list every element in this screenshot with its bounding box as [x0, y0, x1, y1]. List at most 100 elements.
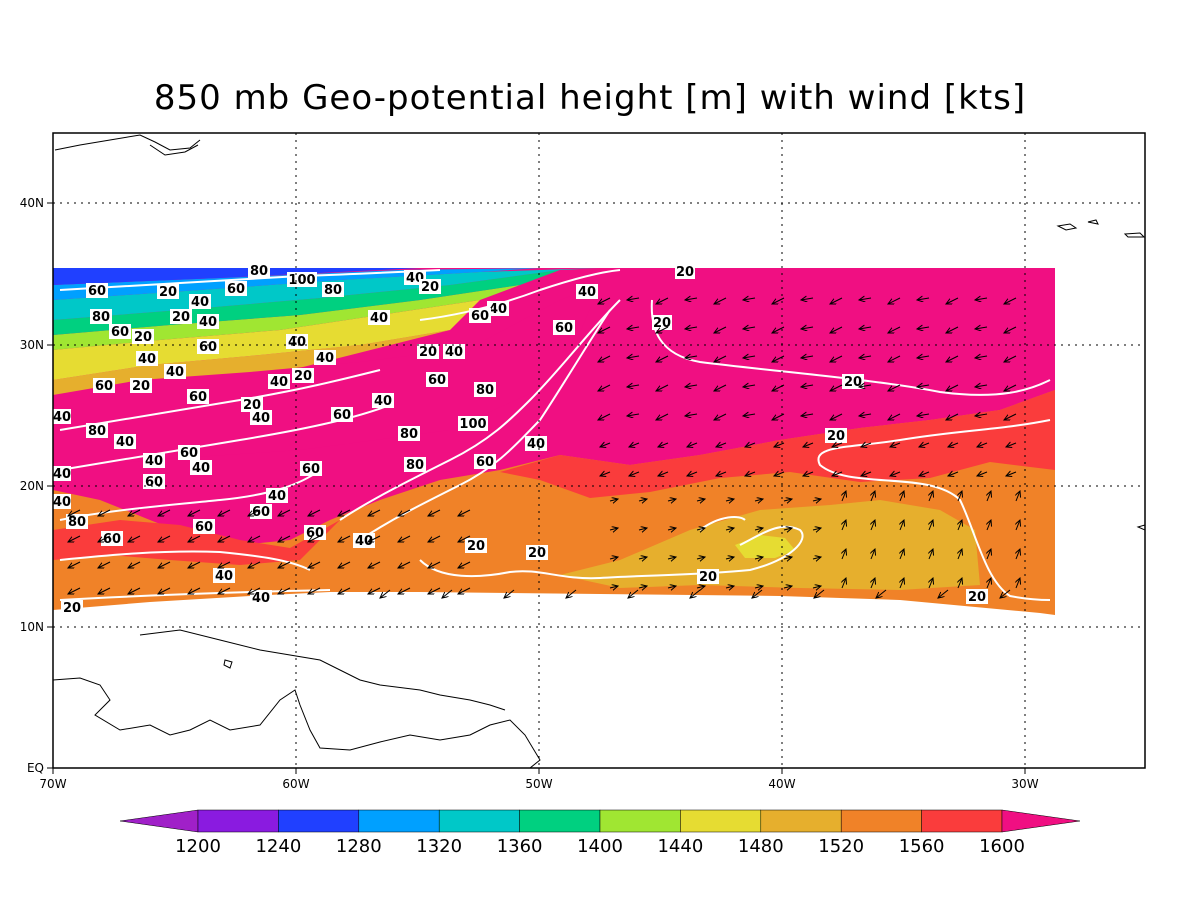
wind-arrow — [987, 491, 991, 502]
wind-arrow — [158, 561, 171, 568]
svg-text:40: 40 — [199, 315, 217, 330]
contour-label: 20 — [825, 428, 847, 444]
svg-text:40: 40 — [166, 365, 184, 380]
contour-label: 60 — [109, 324, 131, 340]
svg-text:20: 20 — [676, 265, 694, 280]
wind-arrow — [188, 561, 201, 568]
wind-arrow — [308, 587, 321, 594]
wind-arrow — [128, 561, 141, 568]
svg-text:80: 80 — [406, 458, 424, 473]
wind-arrow — [812, 528, 821, 530]
wind-arrow — [685, 414, 698, 416]
wind-arrow — [696, 528, 705, 530]
wind-arrow — [368, 509, 381, 516]
wind-arrow — [975, 414, 988, 416]
wind-arrow — [801, 414, 814, 416]
wind-arrow — [627, 298, 640, 300]
wind-arrow — [975, 385, 988, 387]
svg-text:40: 40 — [270, 375, 288, 390]
wind-arrow — [458, 535, 471, 542]
wind-arrow — [842, 520, 846, 531]
colorbar-label: 1440 — [657, 836, 703, 857]
svg-text:60: 60 — [302, 462, 320, 477]
colorbar: 1200 1240 1280 1320 1360 1400 1440 1480 1520 1560… — [119, 809, 1081, 857]
x-tick-label: 60W — [282, 777, 309, 791]
wind-arrow — [725, 499, 734, 501]
wind-arrow — [598, 297, 611, 304]
svg-text:40: 40 — [370, 311, 388, 326]
wind-arrow — [725, 528, 734, 530]
wind-arrow — [1016, 491, 1020, 502]
wind-arrow — [68, 509, 81, 516]
wind-arrow — [900, 578, 904, 589]
svg-text:60: 60 — [252, 505, 270, 520]
wind-arrow — [743, 414, 756, 416]
contour-line — [817, 419, 1051, 601]
colorbar-swatch — [680, 809, 762, 833]
wind-arrow — [398, 561, 411, 568]
svg-text:40: 40 — [191, 295, 209, 310]
svg-text:40: 40 — [192, 461, 210, 476]
y-tick-label: EQ — [27, 761, 44, 775]
contour-label: 60 — [553, 320, 575, 336]
wind-arrow — [656, 384, 669, 391]
wind-arrow — [667, 586, 676, 588]
wind-arrow — [830, 326, 843, 333]
colorbar-label: 1560 — [899, 836, 945, 857]
svg-text:60: 60 — [195, 520, 213, 535]
plot-frame — [52, 132, 1146, 769]
contour-label: 80 — [404, 457, 426, 473]
x-tick-label: 40W — [768, 777, 795, 791]
wind-arrow — [987, 578, 991, 589]
svg-text:40: 40 — [489, 302, 507, 317]
contour-label: 20 — [652, 315, 672, 331]
contour-label: 60 — [101, 531, 123, 547]
wind-arrow — [832, 443, 843, 447]
contour-line — [419, 269, 621, 321]
svg-text:40: 40 — [288, 335, 306, 350]
wind-arrow — [218, 535, 231, 542]
wind-arrow — [743, 298, 756, 300]
contour-label: 40 — [525, 436, 547, 452]
wind-arrow — [656, 297, 669, 304]
svg-text:60: 60 — [333, 408, 351, 423]
wind-arrow — [685, 385, 698, 387]
wind-arrow — [308, 509, 321, 516]
wind-arrow — [917, 414, 930, 416]
svg-text:40: 40 — [116, 435, 134, 450]
wind-arrow — [667, 528, 676, 530]
wind-arrow — [308, 535, 321, 542]
wind-arrow — [871, 578, 875, 589]
contour-line — [59, 369, 381, 431]
wind-arrow — [566, 589, 577, 598]
wind-contours — [59, 269, 1051, 601]
wind-arrow — [859, 327, 872, 329]
wind-arrow — [398, 535, 411, 542]
wind-arrow — [948, 443, 959, 447]
wind-arrow — [380, 589, 391, 598]
x-tick-label: 50W — [525, 777, 552, 791]
wind-arrow — [609, 499, 618, 501]
wind-arrow — [890, 443, 901, 447]
contour-label: 60 — [178, 445, 200, 461]
svg-text:20: 20 — [419, 345, 437, 360]
svg-text:20: 20 — [827, 429, 845, 444]
wind-arrow — [946, 355, 959, 362]
wind-arrow — [745, 443, 756, 447]
svg-text:60: 60 — [476, 455, 494, 470]
colorbar-swatch — [760, 809, 842, 833]
wind-arrow — [859, 298, 872, 300]
svg-text:60: 60 — [555, 321, 573, 336]
wind-arrow — [278, 535, 291, 542]
wind-arrow — [832, 472, 843, 476]
wind-arrow — [929, 520, 933, 531]
svg-text:60: 60 — [227, 282, 245, 297]
wind-arrow — [888, 297, 901, 304]
wind-arrow — [278, 509, 291, 516]
svg-text:80: 80 — [68, 515, 86, 530]
svg-text:60: 60 — [95, 379, 113, 394]
contour-label: 60 — [469, 308, 491, 324]
svg-text:40: 40 — [53, 495, 71, 510]
wind-arrow — [98, 509, 111, 516]
contour-line — [359, 309, 611, 541]
